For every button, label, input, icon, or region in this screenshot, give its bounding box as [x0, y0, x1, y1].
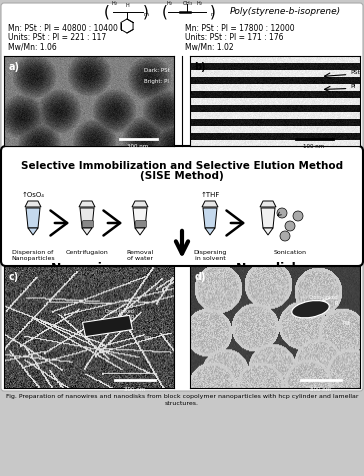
Text: $\rm H_2$: $\rm H_2$: [166, 0, 174, 8]
Circle shape: [277, 208, 287, 218]
Text: ↑THF: ↑THF: [200, 192, 220, 198]
Text: PSt: PSt: [145, 336, 153, 341]
Text: d): d): [194, 272, 206, 282]
Polygon shape: [263, 228, 273, 235]
Text: a): a): [8, 62, 20, 72]
Polygon shape: [261, 208, 275, 228]
Text: PI: PI: [351, 84, 356, 89]
Text: Nanodisks: Nanodisks: [236, 262, 308, 275]
Circle shape: [293, 211, 303, 221]
Text: PSt: PSt: [351, 70, 360, 75]
Text: $\rm H_2$: $\rm H_2$: [111, 0, 119, 8]
Polygon shape: [260, 201, 276, 207]
Polygon shape: [83, 315, 132, 337]
Text: $\rm _n$: $\rm _n$: [210, 11, 215, 19]
Text: Cross-linked
PI: Cross-linked PI: [309, 295, 339, 306]
Text: ): ): [143, 4, 149, 20]
Text: Nanowires: Nanowires: [51, 262, 125, 275]
Text: Dispersion of
Nanoparticles: Dispersion of Nanoparticles: [11, 250, 55, 261]
Text: Centrifugaion: Centrifugaion: [66, 250, 108, 255]
Polygon shape: [79, 201, 95, 207]
Text: (: (: [104, 4, 110, 20]
Polygon shape: [80, 208, 94, 228]
Text: ↑OsO₄: ↑OsO₄: [21, 192, 44, 198]
Polygon shape: [202, 201, 218, 207]
Polygon shape: [25, 201, 41, 207]
Text: Selective Immobilization and Selective Elution Method: Selective Immobilization and Selective E…: [21, 161, 343, 171]
Polygon shape: [205, 228, 215, 235]
Circle shape: [285, 221, 295, 231]
Text: PSt: PSt: [343, 321, 351, 327]
Text: 300 nm: 300 nm: [124, 387, 145, 393]
Text: Poly(styrene-b-isoprene): Poly(styrene-b-isoprene): [230, 8, 341, 17]
Text: Units: PSt : PI = 171 : 176: Units: PSt : PI = 171 : 176: [185, 33, 284, 42]
Text: (SISE Method): (SISE Method): [140, 171, 224, 181]
FancyBboxPatch shape: [1, 146, 363, 266]
FancyBboxPatch shape: [83, 221, 93, 228]
Text: $\rm H_2$: $\rm H_2$: [196, 0, 204, 8]
Text: $\rm CH_3$: $\rm CH_3$: [182, 0, 193, 8]
Polygon shape: [28, 228, 38, 235]
Polygon shape: [82, 228, 92, 235]
Polygon shape: [133, 208, 147, 228]
Text: 100 nm: 100 nm: [303, 145, 324, 149]
Text: H: H: [125, 3, 129, 8]
Ellipse shape: [292, 300, 329, 318]
Circle shape: [280, 231, 290, 241]
Text: Sonication: Sonication: [273, 250, 306, 255]
Text: Fig. Preparation of nanowires and nanodisks from block copolymer nanoparticles w: Fig. Preparation of nanowires and nanodi…: [6, 394, 358, 406]
Text: Cross-linked
PI: Cross-linked PI: [104, 309, 135, 320]
Text: $\rm _m$: $\rm _m$: [143, 11, 150, 19]
Text: Dispersing
in solvent: Dispersing in solvent: [193, 250, 227, 261]
Text: 300 nm: 300 nm: [127, 145, 148, 149]
Text: (: (: [162, 4, 168, 20]
FancyBboxPatch shape: [136, 221, 146, 228]
Text: 800 nm: 800 nm: [310, 387, 331, 393]
Text: Mn: PSt : PI = 40800 : 10400: Mn: PSt : PI = 40800 : 10400: [8, 24, 118, 33]
Text: ): ): [210, 4, 216, 20]
Polygon shape: [203, 208, 217, 228]
Text: Dark: PSt: Dark: PSt: [144, 69, 170, 73]
Text: b): b): [194, 62, 206, 72]
FancyBboxPatch shape: [1, 3, 363, 391]
Text: Mn: PSt : PI = 17800 : 12000: Mn: PSt : PI = 17800 : 12000: [185, 24, 294, 33]
Text: Units: PSt : PI = 221 : 117: Units: PSt : PI = 221 : 117: [8, 33, 106, 42]
Text: Removal
of water: Removal of water: [126, 250, 154, 261]
Polygon shape: [26, 208, 40, 228]
Text: Mw/Mn: 1.02: Mw/Mn: 1.02: [185, 42, 234, 51]
Polygon shape: [135, 228, 145, 235]
Polygon shape: [132, 201, 148, 207]
Text: Mw/Mn: 1.06: Mw/Mn: 1.06: [8, 42, 57, 51]
Text: Bright: PI: Bright: PI: [145, 79, 170, 83]
Text: c): c): [8, 272, 19, 282]
